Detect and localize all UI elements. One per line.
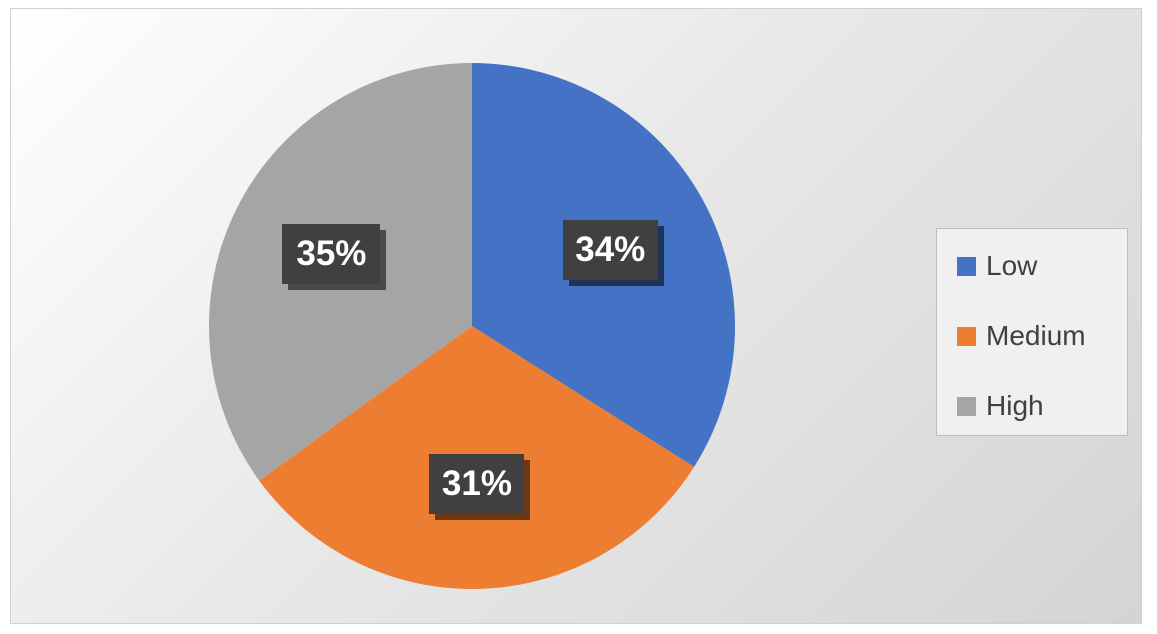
- legend-swatch-low: [957, 256, 976, 276]
- legend-swatch-high: [957, 396, 976, 416]
- legend-label-high: High: [986, 390, 1044, 421]
- data-label-low: 34%: [562, 219, 658, 280]
- data-label-medium: 31%: [429, 453, 525, 514]
- legend-item-low: Low: [957, 231, 1127, 301]
- legend-item-high: High: [957, 371, 1127, 441]
- legend-swatch-medium: [957, 326, 976, 346]
- chart-area: 34% 31% 35% Low Medium High: [10, 8, 1142, 624]
- legend-label-low: Low: [986, 250, 1038, 281]
- legend: Low Medium High: [936, 228, 1128, 436]
- legend-item-medium: Medium: [957, 301, 1127, 371]
- data-label-high: 35%: [282, 224, 381, 285]
- legend-label-medium: Medium: [986, 320, 1086, 351]
